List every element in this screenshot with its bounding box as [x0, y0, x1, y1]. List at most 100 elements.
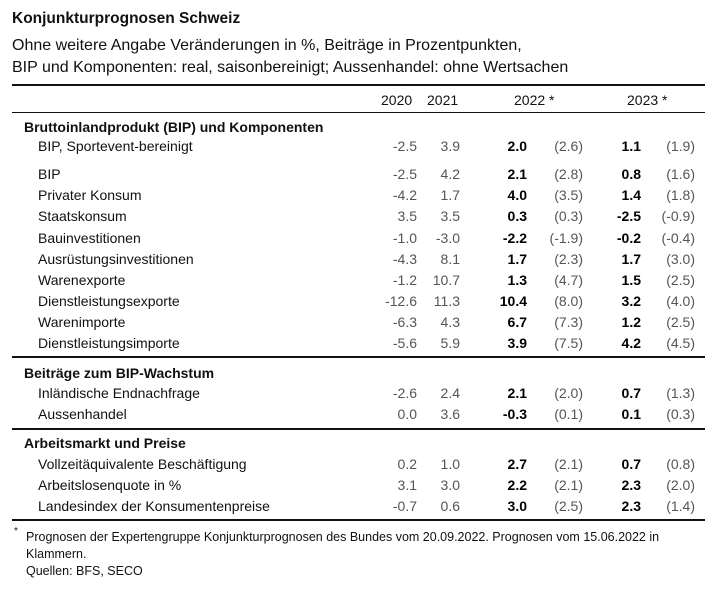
cell-p2022: (4.7) [554, 272, 583, 288]
cell-p2023: (2.5) [666, 314, 695, 330]
cell-v2022: -0.3 [502, 406, 527, 422]
row-label: Bauinvestitionen [38, 230, 141, 246]
cell-v2021: 4.2 [440, 166, 460, 182]
cell-v2023: 1.7 [621, 251, 641, 267]
cell-v2021: 2.4 [440, 385, 460, 401]
cell-v2021: 0.6 [440, 498, 460, 514]
cell-v2020: -6.3 [392, 314, 417, 330]
row-label: Aussenhandel [38, 406, 127, 422]
column-header-2020: 2020 [381, 92, 413, 108]
column-header-2023: 2023 * [627, 92, 668, 108]
row-label: Inländische Endnachfrage [38, 385, 200, 401]
cell-p2022: (2.1) [554, 477, 583, 493]
cell-p2022: (3.5) [554, 187, 583, 203]
cell-v2021: -3.0 [435, 230, 460, 246]
cell-v2021: 3.9 [440, 138, 460, 154]
column-header-2022: 2022 * [514, 92, 555, 108]
footnote-line-1: Prognosen der Expertengruppe Konjunkturp… [26, 530, 660, 544]
cell-p2023: (2.5) [666, 272, 695, 288]
cell-p2022: (2.3) [554, 251, 583, 267]
cell-p2023: (4.0) [666, 293, 695, 309]
cell-v2020: -2.5 [392, 166, 417, 182]
header-rule [12, 112, 705, 113]
cell-p2022: (-1.9) [549, 230, 583, 246]
subtitle-line-2: BIP und Komponenten: real, saisonbereini… [12, 59, 569, 76]
row-label: BIP [38, 166, 61, 182]
cell-v2022: 6.7 [507, 314, 527, 330]
row-label: Dienstleistungsimporte [38, 335, 180, 351]
cell-v2023: 3.2 [621, 293, 641, 309]
row-label: Staatskonsum [38, 208, 127, 224]
cell-v2021: 5.9 [440, 335, 460, 351]
cell-v2020: 3.5 [397, 208, 417, 224]
cell-v2022: 3.0 [507, 498, 527, 514]
cell-v2020: -4.3 [392, 251, 417, 267]
top-rule [12, 84, 705, 86]
cell-v2020: 0.2 [397, 456, 417, 472]
cell-v2022: 10.4 [499, 293, 527, 309]
cell-p2022: (0.1) [554, 406, 583, 422]
cell-v2020: -1.2 [392, 272, 417, 288]
cell-p2023: (1.9) [666, 138, 695, 154]
section-rule [12, 428, 705, 430]
cell-v2022: 1.3 [507, 272, 527, 288]
cell-p2022: (0.3) [554, 208, 583, 224]
cell-v2023: 1.4 [621, 187, 641, 203]
cell-v2020: 0.0 [397, 406, 417, 422]
section-heading: Beiträge zum BIP-Wachstum [24, 365, 215, 381]
cell-v2023: 0.7 [621, 456, 641, 472]
cell-p2023: (0.8) [666, 456, 695, 472]
cell-p2022: (2.1) [554, 456, 583, 472]
cell-v2023: -0.2 [616, 230, 641, 246]
cell-v2023: 1.5 [621, 272, 641, 288]
row-label: Privater Konsum [38, 187, 142, 203]
cell-v2022: 1.7 [507, 251, 527, 267]
cell-p2023: (1.3) [666, 385, 695, 401]
cell-v2022: 2.2 [507, 477, 527, 493]
cell-v2021: 3.5 [440, 208, 460, 224]
cell-v2023: 2.3 [621, 498, 641, 514]
row-label: Vollzeitäquivalente Beschäftigung [38, 456, 247, 472]
cell-p2022: (7.5) [554, 335, 583, 351]
cell-v2021: 11.3 [433, 293, 460, 309]
cell-p2023: (1.8) [666, 187, 695, 203]
cell-v2022: -2.2 [502, 230, 527, 246]
cell-p2022: (2.8) [554, 166, 583, 182]
cell-v2020: -5.6 [392, 335, 417, 351]
cell-p2022: (2.6) [554, 138, 583, 154]
section-rule [12, 519, 705, 521]
cell-p2023: (-0.4) [661, 230, 695, 246]
cell-v2021: 8.1 [440, 251, 460, 267]
row-label: Arbeitslosenquote in % [38, 477, 182, 493]
sources-line: Quellen: BFS, SECO [26, 564, 143, 578]
footnote-marker: * [14, 526, 18, 537]
cell-v2020: -0.7 [392, 498, 417, 514]
row-label: Warenimporte [38, 314, 126, 330]
cell-v2022: 2.1 [507, 385, 527, 401]
cell-p2023: (0.3) [666, 406, 695, 422]
cell-p2022: (8.0) [554, 293, 583, 309]
cell-v2021: 10.7 [432, 272, 460, 288]
section-rule [12, 356, 705, 358]
cell-v2022: 2.7 [507, 456, 527, 472]
cell-v2021: 4.3 [440, 314, 460, 330]
cell-v2021: 3.0 [440, 477, 460, 493]
subtitle-line-1: Ohne weitere Angabe Veränderungen in %, … [12, 37, 522, 54]
cell-v2022: 2.1 [507, 166, 527, 182]
cell-v2021: 1.7 [440, 187, 460, 203]
cell-v2022: 2.0 [507, 138, 527, 154]
cell-v2023: 1.2 [621, 314, 641, 330]
cell-v2022: 0.3 [507, 208, 527, 224]
cell-v2020: -4.2 [392, 187, 417, 203]
cell-p2023: (1.4) [666, 498, 695, 514]
cell-p2023: (1.6) [666, 166, 695, 182]
cell-v2020: -1.0 [392, 230, 417, 246]
row-label: Ausrüstungsinvestitionen [38, 251, 194, 267]
cell-v2021: 3.6 [440, 406, 460, 422]
section-heading: Bruttoinlandprodukt (BIP) und Komponente… [24, 119, 324, 135]
cell-v2020: 3.1 [397, 477, 417, 493]
cell-p2023: (3.0) [666, 251, 695, 267]
cell-p2022: (2.0) [554, 385, 583, 401]
section-heading: Arbeitsmarkt und Preise [24, 435, 186, 451]
